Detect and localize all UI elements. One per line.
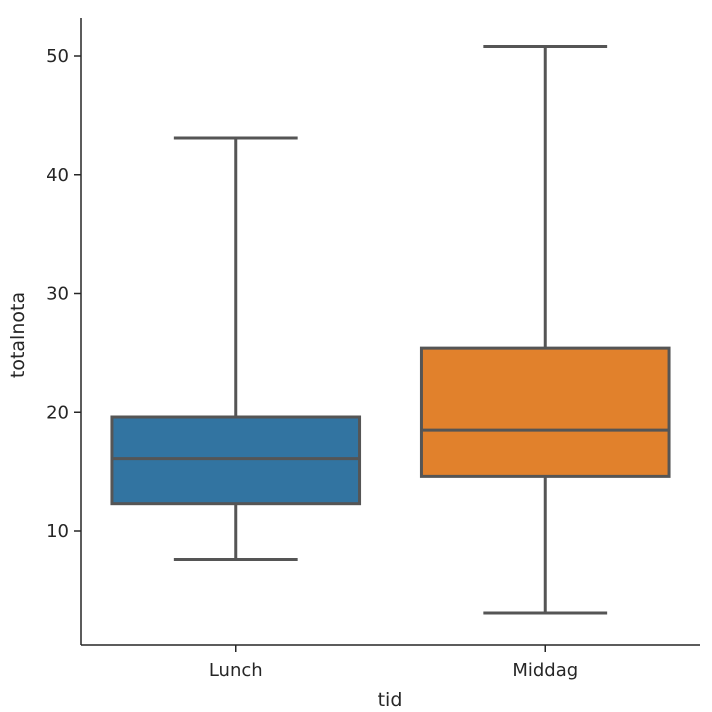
iqr-box [419, 346, 671, 478]
box-lunch [110, 136, 362, 561]
y-tick-label: 50 [46, 46, 69, 67]
x-tick-label: Middag [512, 660, 578, 681]
y-tick-label: 20 [46, 402, 69, 423]
y-axis-ticks: 10 20 30 40 50 [46, 46, 81, 542]
y-tick-label: 10 [46, 521, 69, 542]
axis-spines [80, 18, 700, 646]
y-tick-label: 30 [46, 284, 69, 305]
x-axis-ticks: Lunch Middag [209, 645, 578, 681]
x-axis-label: tid [378, 689, 403, 711]
box-series [110, 45, 671, 615]
iqr-box [110, 415, 362, 506]
y-tick-label: 40 [46, 165, 69, 186]
y-axis-label: totalnota [7, 292, 29, 378]
box-middag [419, 45, 671, 615]
x-tick-label: Lunch [209, 660, 263, 681]
